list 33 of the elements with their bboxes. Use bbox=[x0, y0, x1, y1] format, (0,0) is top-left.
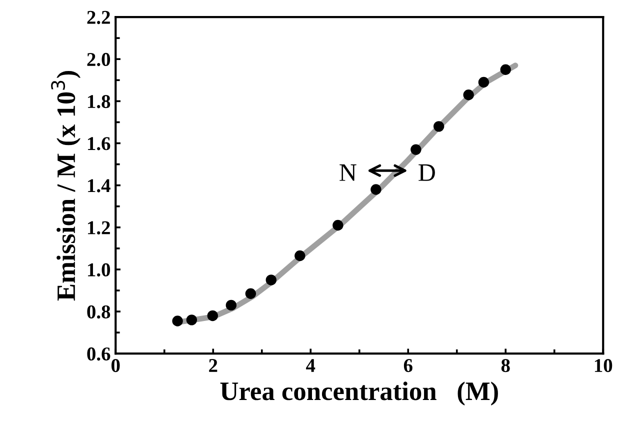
y-tick-label: 0.6 bbox=[87, 347, 110, 361]
annotation: N bbox=[340, 164, 356, 181]
point bbox=[186, 314, 198, 326]
x-tick-label: 4 bbox=[306, 359, 316, 372]
annotation: D bbox=[418, 164, 435, 181]
point bbox=[245, 288, 256, 299]
point bbox=[500, 64, 511, 75]
y-axis-title: Emission / M (x 10$^{3}$) bbox=[51, 71, 81, 301]
point bbox=[294, 250, 306, 262]
x-tick-label: 2 bbox=[209, 359, 218, 372]
x-tick-label: 8 bbox=[501, 359, 510, 372]
point bbox=[463, 90, 474, 100]
y-tick-label: 1.4 bbox=[88, 179, 110, 192]
point bbox=[370, 184, 382, 195]
y-tick-label: 0.8 bbox=[87, 305, 110, 319]
x-tick-label: 0 bbox=[112, 359, 120, 372]
point bbox=[332, 220, 344, 231]
point bbox=[478, 76, 490, 88]
point bbox=[172, 316, 183, 326]
x-tick-label: 10 bbox=[594, 359, 612, 372]
y-tick-label: 1.6 bbox=[88, 137, 110, 150]
y-tick-label: 1.8 bbox=[88, 94, 110, 108]
y-tick-label: 1.2 bbox=[88, 221, 110, 234]
point bbox=[410, 144, 422, 155]
point bbox=[433, 121, 444, 132]
x-axis-title: Urea concentration (M) bbox=[220, 382, 498, 406]
point bbox=[226, 300, 237, 311]
x-tick-label: 6 bbox=[404, 359, 412, 372]
point bbox=[266, 274, 276, 286]
y-tick-label: 1.0 bbox=[88, 263, 110, 276]
point bbox=[207, 310, 218, 322]
y-tick-label: 2.0 bbox=[87, 52, 110, 66]
y-tick-label: 2.2 bbox=[87, 10, 110, 24]
